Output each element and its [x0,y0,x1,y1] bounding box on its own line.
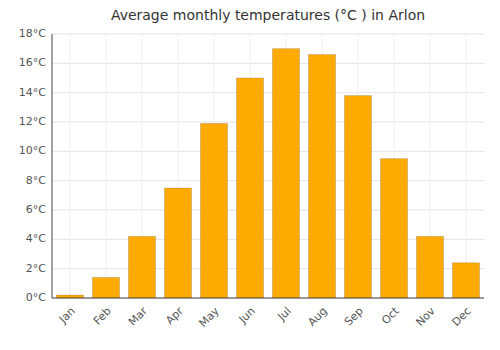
grid [52,34,484,298]
x-tick-label: Jul [274,305,293,324]
y-grid-line [52,298,484,299]
y-grid-line [52,122,484,123]
x-tick-label: Mar [126,304,150,328]
y-grid-line [52,63,484,64]
x-tick-label: Jun [236,305,258,327]
y-grid-line [52,210,484,211]
bar [165,188,192,298]
y-tick-label: 10°C [19,144,46,157]
x-grid-line [106,34,107,298]
y-tick-label: 18°C [19,27,46,40]
bar [453,263,480,298]
y-tick-label: 12°C [19,115,46,128]
x-tick-label: Sep [342,305,366,329]
bar [345,96,372,298]
x-tick-label: Aug [305,305,329,329]
y-tick-label: 4°C [26,232,46,245]
x-tick-label: Dec [450,305,474,329]
y-grid-line [52,151,484,152]
x-tick-label: Nov [413,304,438,329]
y-tick-label: 0°C [26,291,46,304]
chart-container: 0°C 2°C 4°C 6°C 8°C 10°C 12°C 14°C 16°C 18°C Jan Fe… [0,0,500,350]
y-tick-label: 6°C [26,203,46,216]
x-tick-label: Jan [56,305,78,327]
x-tick-label: Oct [379,304,402,327]
bar [93,277,120,298]
bar [129,236,156,298]
y-grid-line [52,180,484,181]
bar [273,49,300,298]
y-tick-label: 8°C [26,174,46,187]
bar [381,159,408,298]
y-grid-line [52,34,484,35]
y-tick-label: 2°C [26,262,46,275]
x-tick-label: Feb [91,305,114,328]
x-tick-label: May [196,304,222,330]
chart-svg: 0°C 2°C 4°C 6°C 8°C 10°C 12°C 14°C 16°C 18°C Jan Fe… [0,0,500,350]
y-tick-label: 16°C [19,56,46,69]
bar [309,55,336,298]
y-grid-line [52,92,484,93]
bar [417,236,444,298]
x-axis-line [52,298,484,299]
x-tick-label: Apr [163,304,186,327]
bars [57,49,480,298]
x-grid-line [70,34,71,298]
chart-title: Average monthly temperatures (°C ) in Ar… [111,7,425,23]
y-axis-line [52,34,53,298]
x-grid-line [466,34,467,298]
bar [237,78,264,298]
y-tick-label: 14°C [19,86,46,99]
bar [201,123,228,298]
